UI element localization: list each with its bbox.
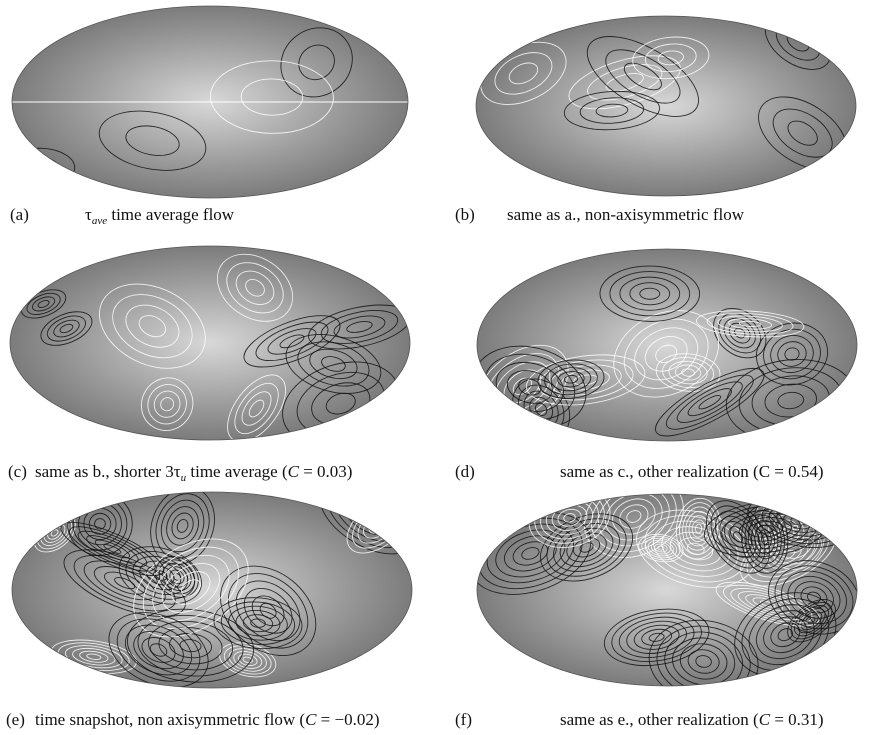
- caption: same as e., other realization (C = 0.31): [560, 710, 824, 730]
- panel-label: (d): [455, 462, 475, 482]
- caption-part: same as b., shorter 3τ: [35, 462, 181, 481]
- contour: [358, 507, 379, 525]
- caption: time snapshot, non axisymmetric flow (C …: [35, 710, 380, 730]
- caption-part: = −0.02): [316, 710, 379, 729]
- map-panel: [461, 249, 859, 451]
- panel-label: (b): [455, 205, 475, 225]
- figure: (a) τave time average flow (b) same as a., …: [0, 0, 876, 735]
- panel-label: (f): [455, 710, 472, 730]
- map-panel: [12, 461, 430, 701]
- panel-label: (c): [8, 462, 27, 482]
- caption-part: same as e., other realization (: [560, 710, 759, 729]
- map-background: [12, 492, 412, 688]
- caption-part: = 0.31): [770, 710, 824, 729]
- caption-part: ave: [92, 215, 107, 227]
- caption-part: = 0.03): [299, 462, 353, 481]
- caption-part: same as a., non-axisymmetric flow: [507, 205, 744, 224]
- panel-label: (e): [6, 710, 25, 730]
- map-panel: [459, 461, 869, 710]
- caption-part: C: [288, 462, 299, 481]
- contour: [373, 517, 387, 531]
- caption-part: C: [759, 710, 770, 729]
- caption: same as b., shorter 3τu time average (C …: [35, 462, 352, 488]
- caption-part: C: [305, 710, 316, 729]
- caption: τave time average flow: [85, 205, 234, 231]
- caption-part: time average flow: [107, 205, 234, 224]
- caption: same as c., other realization (C = 0.54): [560, 462, 824, 482]
- caption: same as a., non-axisymmetric flow: [507, 205, 744, 225]
- caption-part: same as c., other realization (C = 0.54): [560, 462, 824, 481]
- caption-part: τ: [85, 205, 92, 224]
- caption-part: time average (: [186, 462, 287, 481]
- map-background: [477, 494, 857, 686]
- caption-part: time snapshot, non axisymmetric flow (: [35, 710, 305, 729]
- map-panel: [471, 3, 860, 196]
- panel-label: (a): [10, 205, 29, 225]
- maps: [0, 0, 876, 735]
